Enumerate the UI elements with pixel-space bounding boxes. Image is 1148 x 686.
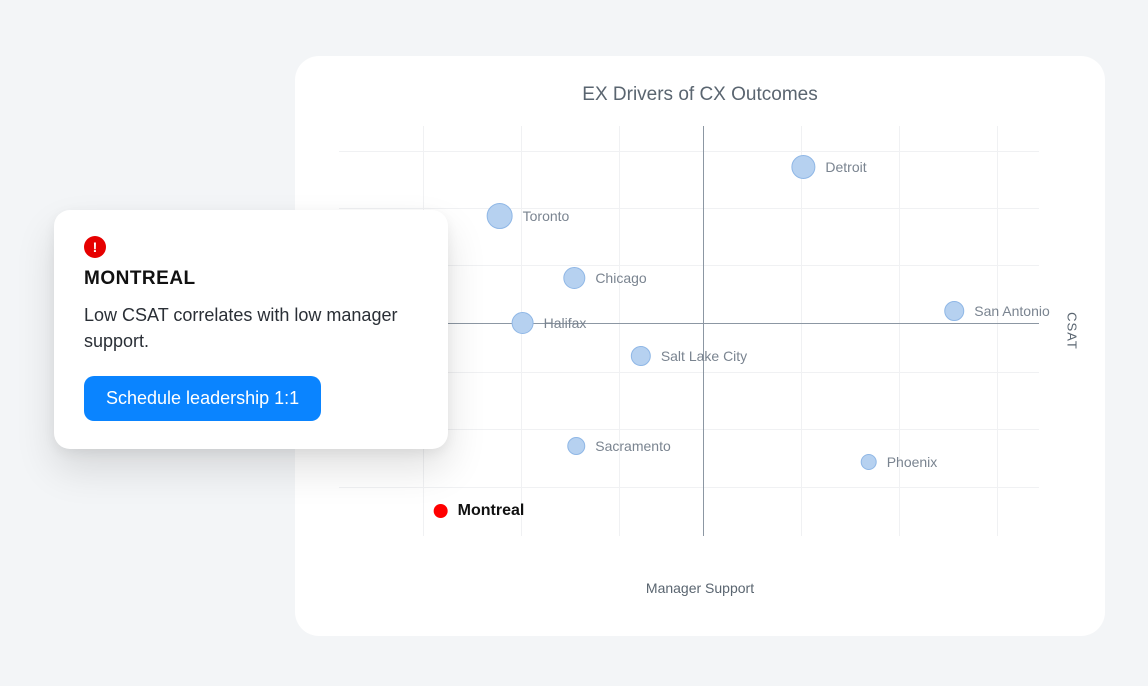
alert-icon: ! (84, 236, 106, 258)
gridline-v (801, 126, 802, 536)
scatter-label: San Antonio (974, 303, 1050, 319)
scatter-point[interactable]: Montreal (434, 502, 525, 520)
y-axis-line (703, 126, 704, 536)
gridline-h (339, 151, 1039, 152)
scatter-point[interactable]: San Antonio (944, 301, 1050, 321)
scatter-dot (631, 346, 651, 366)
scatter-dot (944, 301, 964, 321)
scatter-point[interactable]: Chicago (563, 267, 646, 289)
scatter-dot (434, 504, 448, 518)
gridline-v (619, 126, 620, 536)
gridline-h (339, 208, 1039, 209)
scatter-label: Chicago (595, 270, 646, 286)
scatter-label: Montreal (458, 502, 525, 520)
gridline-v (997, 126, 998, 536)
scatter-label: Salt Lake City (661, 348, 747, 364)
scatter-point[interactable]: Toronto (487, 203, 570, 229)
scatter-label: Halifax (544, 315, 587, 331)
scatter-label: Toronto (523, 208, 570, 224)
scatter-dot (487, 203, 513, 229)
scatter-point[interactable]: Sacramento (567, 437, 670, 455)
y-axis-label: CSAT (1065, 312, 1080, 350)
gridline-h (339, 487, 1039, 488)
scatter-dot (791, 155, 815, 179)
scatter-label: Detroit (825, 159, 866, 175)
insight-callout: ! MONTREAL Low CSAT correlates with low … (54, 210, 448, 449)
scatter-label: Sacramento (595, 438, 670, 454)
scatter-dot (567, 437, 585, 455)
callout-body: Low CSAT correlates with low manager sup… (84, 302, 418, 354)
x-axis-label: Manager Support (339, 580, 1061, 596)
scatter-dot (512, 312, 534, 334)
scatter-point[interactable]: Phoenix (861, 454, 938, 470)
gridline-v (899, 126, 900, 536)
scatter-dot (563, 267, 585, 289)
scatter-label: Phoenix (887, 454, 938, 470)
scatter-point[interactable]: Detroit (791, 155, 866, 179)
callout-title: MONTREAL (84, 268, 418, 290)
chart-title: EX Drivers of CX Outcomes (339, 84, 1061, 106)
schedule-button[interactable]: Schedule leadership 1:1 (84, 376, 321, 421)
scatter-dot (861, 454, 877, 470)
scatter-point[interactable]: Salt Lake City (631, 346, 747, 366)
scatter-point[interactable]: Halifax (512, 312, 587, 334)
